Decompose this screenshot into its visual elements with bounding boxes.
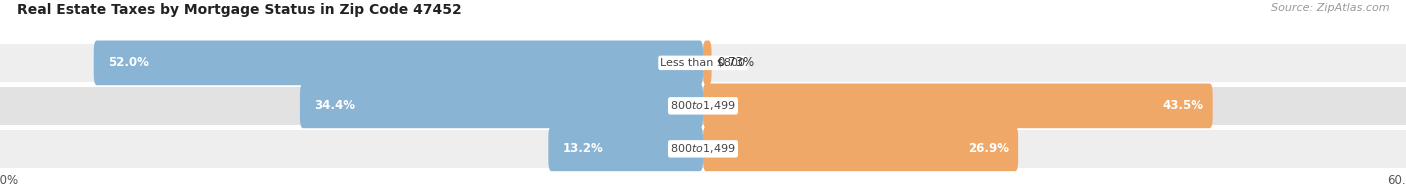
FancyBboxPatch shape [94,41,703,85]
Bar [0,87,1406,125]
FancyBboxPatch shape [703,126,1018,171]
FancyBboxPatch shape [548,126,703,171]
Text: Less than $800: Less than $800 [661,58,745,68]
Text: 43.5%: 43.5% [1163,99,1204,112]
Bar [0,44,1406,82]
FancyBboxPatch shape [703,83,1212,128]
Text: 13.2%: 13.2% [562,142,603,155]
Text: $800 to $1,499: $800 to $1,499 [671,142,735,155]
FancyBboxPatch shape [299,83,703,128]
Text: 34.4%: 34.4% [314,99,354,112]
Text: Source: ZipAtlas.com: Source: ZipAtlas.com [1271,3,1389,13]
Text: 26.9%: 26.9% [967,142,1010,155]
Bar [0,130,1406,168]
Text: 0.73%: 0.73% [717,56,755,69]
Text: Real Estate Taxes by Mortgage Status in Zip Code 47452: Real Estate Taxes by Mortgage Status in … [17,3,461,17]
Text: $800 to $1,499: $800 to $1,499 [671,99,735,112]
FancyBboxPatch shape [703,41,711,85]
Text: 52.0%: 52.0% [108,56,149,69]
